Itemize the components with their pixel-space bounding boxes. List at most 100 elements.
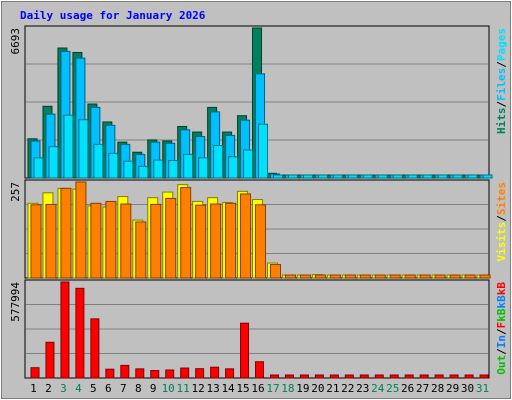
- bar: [332, 174, 343, 179]
- bar: [374, 274, 386, 279]
- bar: [90, 202, 102, 279]
- bar: [467, 174, 478, 179]
- bar: [63, 114, 74, 179]
- bar: [329, 374, 339, 379]
- bar: [374, 374, 384, 379]
- x-tick-label: 10: [162, 382, 175, 395]
- bar: [228, 156, 239, 179]
- bar: [180, 367, 190, 379]
- series-pages: [33, 114, 493, 179]
- bar: [240, 193, 252, 279]
- x-tick-label: 27: [416, 382, 429, 395]
- bar: [437, 174, 448, 179]
- x-tick-label: 3: [60, 382, 67, 395]
- bar: [344, 274, 356, 279]
- panel-max-label: 257: [9, 182, 22, 202]
- legend-part: kB: [495, 308, 508, 322]
- bar: [449, 374, 459, 379]
- bar: [93, 143, 104, 179]
- bar: [299, 374, 309, 379]
- bar: [464, 374, 474, 379]
- panel-visits: 257 Visits/Sites: [9, 179, 508, 279]
- x-tick-label: 5: [90, 382, 97, 395]
- x-tick-label: 6: [105, 382, 112, 395]
- bar: [392, 174, 403, 179]
- bar: [347, 174, 358, 179]
- bar: [105, 368, 115, 379]
- bar: [317, 174, 328, 179]
- bar: [287, 174, 298, 179]
- x-tick-label: 20: [311, 382, 324, 395]
- x-tick-label: 30: [461, 382, 474, 395]
- x-tick-label: 28: [431, 382, 444, 395]
- legend-part: Visits: [495, 222, 508, 262]
- x-axis: 1 2 3 4 5 6 7 8 9 10 11 12 13 14 15 16 17 18 19 20 21 22 23 24 2…: [30, 382, 489, 395]
- bar: [243, 149, 254, 179]
- x-tick-label: 31: [476, 382, 489, 395]
- bar: [284, 274, 296, 279]
- x-tick-label: 23: [356, 382, 369, 395]
- x-tick-label: 9: [150, 382, 157, 395]
- bar: [210, 366, 220, 379]
- bar: [255, 204, 267, 279]
- bar: [359, 374, 369, 379]
- x-tick-label: 25: [386, 382, 399, 395]
- bar: [75, 181, 87, 279]
- bar: [135, 221, 147, 279]
- x-tick-label: 19: [296, 382, 309, 395]
- bar: [299, 274, 311, 279]
- bar: [75, 287, 85, 379]
- bar: [165, 369, 175, 379]
- bar: [45, 203, 57, 279]
- bar: [272, 174, 283, 179]
- panel-legend: Hits/Files/Pages: [495, 28, 508, 134]
- x-tick-label: 12: [192, 382, 205, 395]
- x-tick-label: 15: [236, 382, 249, 395]
- bar: [377, 174, 388, 179]
- bar: [153, 159, 164, 179]
- bar: [135, 368, 145, 379]
- legend-part: kB: [495, 282, 508, 296]
- x-tick-label: 22: [341, 382, 354, 395]
- panel-max-label: 577994: [9, 282, 22, 322]
- panel-legend: Out/In/FkBkBkB: [495, 282, 508, 375]
- bar: [123, 160, 134, 179]
- bar: [108, 152, 119, 179]
- bar: [105, 200, 117, 279]
- bar: [434, 374, 444, 379]
- bar: [150, 370, 160, 379]
- bar: [269, 264, 281, 279]
- legend-part: /: [495, 215, 508, 222]
- bar: [48, 146, 59, 179]
- legend-part: /: [495, 101, 508, 108]
- x-tick-label: 26: [401, 382, 414, 395]
- bar: [359, 274, 371, 279]
- bar: [183, 153, 194, 179]
- legend-part: Out: [495, 355, 508, 375]
- bar: [255, 361, 265, 379]
- bar: [269, 374, 279, 379]
- bar: [150, 203, 162, 279]
- bar: [240, 322, 250, 379]
- bar: [210, 203, 222, 279]
- legend-part: /: [495, 61, 508, 68]
- x-tick-label: 1: [30, 382, 37, 395]
- x-tick-label: 24: [371, 382, 385, 395]
- bar: [479, 274, 491, 279]
- bar: [407, 174, 418, 179]
- bar: [120, 203, 132, 279]
- bar: [482, 174, 493, 179]
- bar: [452, 174, 463, 179]
- bar: [329, 274, 341, 279]
- legend-part: Sites: [495, 182, 508, 215]
- x-tick-label: 16: [251, 382, 264, 395]
- legend-part: Hits: [495, 108, 508, 135]
- x-tick-label: 4: [75, 382, 82, 395]
- bar: [419, 274, 431, 279]
- legend-part: Pages: [495, 28, 508, 61]
- bar: [404, 274, 416, 279]
- bar: [404, 374, 414, 379]
- x-tick-label: 2: [45, 382, 52, 395]
